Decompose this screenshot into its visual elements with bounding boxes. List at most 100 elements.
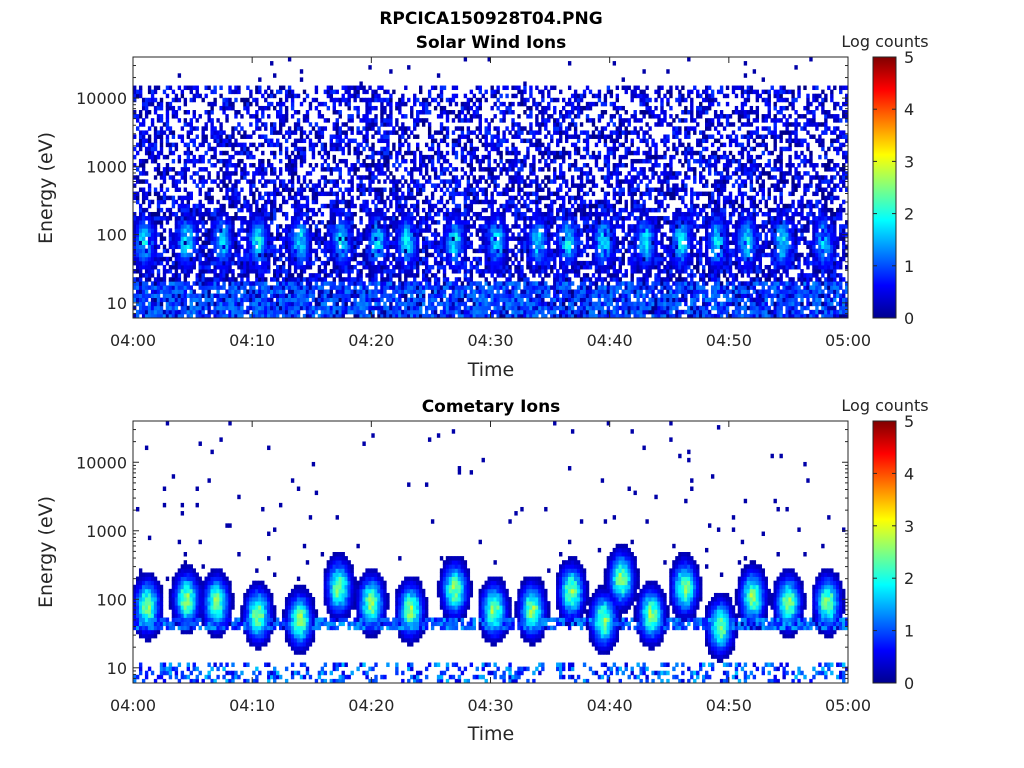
heatmap-cell xyxy=(296,199,301,205)
heatmap-cell xyxy=(147,269,152,274)
heatmap-cell xyxy=(362,175,366,180)
heatmap-cell xyxy=(290,171,295,176)
heatmap-cell xyxy=(240,293,244,299)
heatmap-cell xyxy=(305,114,310,119)
heatmap-cell xyxy=(484,264,488,270)
heatmap-cell xyxy=(416,122,420,127)
heatmap-cell xyxy=(356,293,360,299)
heatmap-cell xyxy=(222,313,226,318)
heatmap-cell xyxy=(192,163,196,168)
heatmap-cell xyxy=(201,138,205,144)
heatmap-cell xyxy=(171,236,176,241)
heatmap-cell xyxy=(290,179,295,184)
heatmap-cell xyxy=(326,191,331,197)
heatmap-cell xyxy=(341,130,345,135)
heatmap-cell xyxy=(451,138,456,144)
heatmap-cell xyxy=(505,183,509,188)
heatmap-cell xyxy=(213,146,217,152)
heatmap-cell xyxy=(186,264,191,270)
heatmap-cell xyxy=(270,232,274,237)
heatmap-cell xyxy=(329,207,334,213)
heatmap-cell xyxy=(234,309,238,315)
heatmap-cell xyxy=(520,163,524,168)
heatmap-cell xyxy=(451,269,456,274)
heatmap-cell xyxy=(264,313,268,318)
heatmap-cell xyxy=(144,97,149,103)
heatmap-cell xyxy=(505,260,509,266)
heatmap-cell xyxy=(490,285,494,290)
heatmap-cell xyxy=(290,224,295,229)
heatmap-cell xyxy=(204,244,208,250)
heatmap-cell xyxy=(267,305,271,311)
heatmap-cell xyxy=(147,236,152,241)
heatmap-cell xyxy=(419,191,423,197)
heatmap-cell xyxy=(144,293,149,299)
heatmap-cell xyxy=(308,273,313,278)
heatmap-cell xyxy=(133,154,137,160)
heatmap-cell xyxy=(436,264,441,270)
heatmap-cell xyxy=(511,313,515,318)
heatmap-cell xyxy=(276,256,280,262)
heatmap-cell xyxy=(284,240,289,245)
heatmap-cell xyxy=(523,301,527,307)
heatmap-cell xyxy=(270,313,274,318)
heatmap-cell xyxy=(258,264,262,270)
heatmap-cell xyxy=(225,244,229,250)
heatmap-cell xyxy=(350,277,354,282)
heatmap-cell xyxy=(189,264,193,270)
heatmap-cell xyxy=(353,285,357,290)
heatmap-cell xyxy=(317,114,322,119)
heatmap-cell xyxy=(386,130,390,135)
heatmap-cell xyxy=(484,154,488,160)
heatmap-cell xyxy=(219,187,223,192)
heatmap-cell xyxy=(255,309,259,315)
heatmap-cell xyxy=(231,216,235,221)
heatmap-cell xyxy=(305,118,310,123)
heatmap-cell xyxy=(380,264,384,270)
heatmap-cell xyxy=(350,293,354,299)
heatmap-cell xyxy=(207,146,211,152)
heatmap-cell xyxy=(407,191,411,197)
heatmap-cell xyxy=(413,301,417,307)
heatmap-cell xyxy=(198,301,202,307)
heatmap-cell xyxy=(183,289,188,294)
heatmap-cell xyxy=(281,260,286,266)
heatmap-cell xyxy=(273,199,277,205)
heatmap-cell xyxy=(341,138,345,144)
heatmap-cell xyxy=(231,232,235,237)
heatmap-cell xyxy=(410,236,414,241)
heatmap-cell xyxy=(183,171,188,176)
heatmap-cell xyxy=(317,232,322,237)
heatmap-cell xyxy=(198,154,202,160)
heatmap-cell xyxy=(347,232,351,237)
heatmap-cell xyxy=(383,301,387,307)
heatmap-cell xyxy=(430,146,435,152)
heatmap-cell xyxy=(481,134,485,139)
heatmap-cell xyxy=(368,146,372,152)
heatmap-cell xyxy=(529,220,533,225)
heatmap-cell xyxy=(475,97,479,103)
heatmap-cell xyxy=(299,264,304,270)
heatmap-cell xyxy=(171,179,176,184)
heatmap-cell xyxy=(216,216,220,221)
heatmap-cell xyxy=(153,236,158,241)
heatmap-cell xyxy=(165,285,170,290)
heatmap-cell xyxy=(427,240,432,245)
heatmap-cell xyxy=(448,179,453,184)
heatmap-cell xyxy=(258,220,262,225)
heatmap-cell xyxy=(308,236,313,241)
heatmap-cell xyxy=(469,158,474,164)
heatmap-cell xyxy=(281,236,286,241)
heatmap-cell xyxy=(436,154,441,160)
heatmap-cell xyxy=(293,260,298,266)
heatmap-cell xyxy=(237,285,241,290)
heatmap-cell xyxy=(258,301,262,307)
heatmap-cell xyxy=(267,158,271,164)
heatmap-cell xyxy=(222,269,226,274)
heatmap-cell xyxy=(290,248,295,254)
heatmap-cell xyxy=(201,158,205,164)
heatmap-cell xyxy=(183,305,188,311)
heatmap-cell xyxy=(138,309,143,315)
heatmap-cell xyxy=(299,211,304,217)
heatmap-cell xyxy=(487,264,491,270)
